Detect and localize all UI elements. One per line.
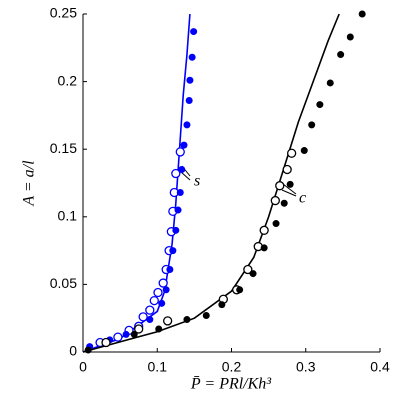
curve (82, 13, 191, 353)
filled-marker (183, 121, 191, 129)
open-marker (175, 147, 185, 157)
filled-marker (84, 346, 92, 354)
open-marker (145, 305, 155, 315)
open-marker (113, 332, 123, 342)
filled-marker (183, 316, 191, 324)
filled-marker (186, 76, 194, 84)
filled-marker (249, 270, 257, 278)
open-marker (149, 295, 159, 306)
filled-marker (130, 330, 138, 338)
x-tick-label: 0.1 (148, 359, 168, 375)
filled-marker (346, 33, 354, 41)
filled-marker (122, 330, 130, 338)
filled-marker (358, 10, 366, 18)
filled-marker (155, 325, 163, 333)
y-tick-label: 0.25 (50, 5, 77, 21)
open-marker (282, 164, 292, 175)
open-marker (158, 278, 168, 288)
filled-marker (286, 180, 294, 188)
x-tick-label: 0.2 (222, 359, 242, 375)
y-tick-label: 0 (69, 343, 77, 359)
filled-marker (185, 97, 193, 105)
filled-marker (166, 266, 174, 274)
filled-marker (146, 316, 154, 324)
filled-marker (188, 53, 196, 61)
annotation: s (194, 173, 200, 190)
open-marker (243, 264, 253, 275)
open-marker (153, 287, 163, 298)
open-marker (275, 181, 285, 191)
filled-marker (176, 188, 184, 196)
y-axis-label: A = a/l (21, 160, 38, 207)
filled-marker (316, 101, 324, 109)
x-tick-label: 0.3 (296, 359, 316, 375)
filled-marker (178, 165, 186, 173)
y-tick-label: 0.15 (50, 140, 77, 156)
y-tick-label: 0.2 (58, 72, 78, 88)
y-tick-label: 0.05 (50, 275, 77, 291)
x-tick-label: 0.4 (370, 359, 390, 375)
y-tick-label: 0.1 (58, 208, 78, 224)
open-marker (259, 225, 269, 235)
open-marker (162, 316, 173, 326)
x-axis-label: P̄ = PRl/Kh³ (190, 376, 271, 393)
filled-marker (260, 244, 268, 252)
open-marker (286, 148, 297, 158)
filled-marker (218, 301, 226, 309)
filled-marker (308, 121, 316, 129)
filled-marker (337, 51, 345, 59)
filled-marker (162, 286, 170, 294)
filled-marker (180, 141, 188, 149)
filled-marker (172, 226, 180, 234)
filled-marker (169, 247, 177, 255)
filled-marker (158, 299, 166, 307)
x-tick-label: 0 (79, 359, 87, 375)
open-marker (134, 324, 144, 334)
filled-marker (190, 28, 198, 36)
annotation-pointer (281, 183, 297, 197)
filled-marker (326, 79, 334, 87)
filled-marker (202, 311, 210, 319)
filled-marker (272, 220, 280, 228)
open-marker (138, 312, 148, 322)
filled-marker (280, 199, 288, 207)
filled-marker (174, 206, 182, 214)
open-marker (171, 168, 181, 179)
curve (82, 13, 340, 353)
filled-marker (236, 286, 244, 294)
open-marker (101, 337, 111, 348)
filled-marker (300, 147, 308, 155)
annotation: c (299, 190, 306, 207)
open-marker (270, 195, 280, 206)
